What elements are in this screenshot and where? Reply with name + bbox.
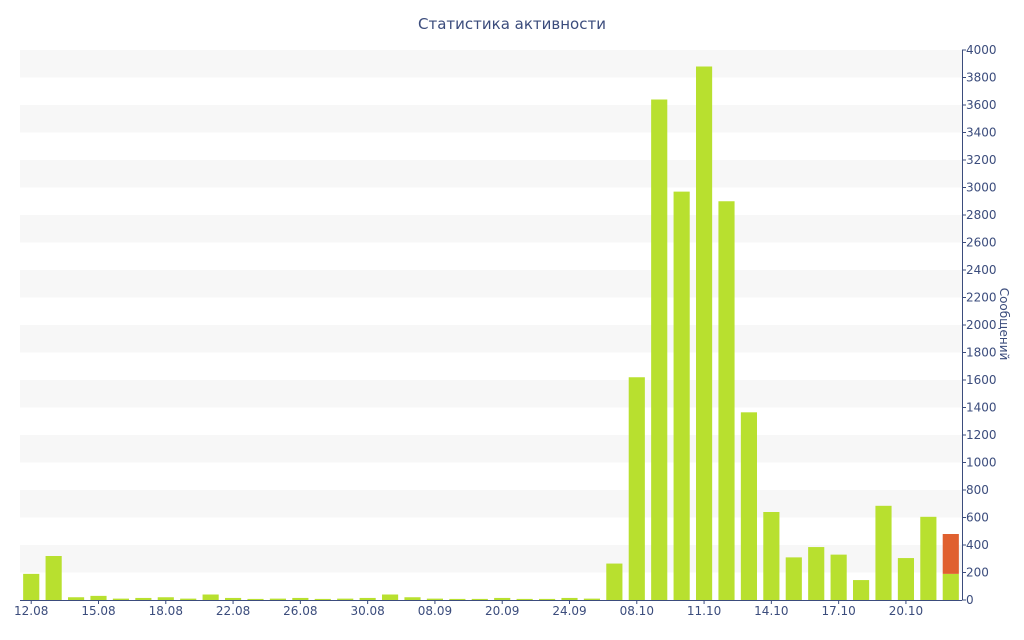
bar-22: [516, 598, 533, 600]
y-tick-label: 3000: [966, 181, 997, 195]
y-tick-label: 3600: [966, 98, 997, 112]
x-tick-label: 24.09: [552, 604, 586, 618]
bar-24: [561, 597, 578, 600]
bar-33: [763, 512, 780, 600]
bar-38: [875, 505, 892, 600]
bar-35: [808, 547, 825, 600]
grid-bands: [20, 50, 962, 573]
y-tick-label: 3400: [966, 126, 997, 140]
y-tick-label: 2800: [966, 208, 997, 222]
bar-10: [247, 598, 264, 600]
bar-41: [942, 573, 959, 600]
x-tick-label: 14.10: [754, 604, 788, 618]
bars: [23, 66, 959, 600]
bar-11: [269, 598, 287, 600]
y-tick-label: 800: [966, 483, 989, 497]
bar-1: [45, 556, 62, 600]
x-tick-label: 11.10: [687, 604, 721, 618]
bar-40: [920, 516, 937, 600]
x-tick-label: 22.08: [216, 604, 250, 618]
bar-20: [471, 598, 488, 600]
y-tick-label: 2000: [966, 318, 997, 332]
grid-band: [20, 490, 962, 518]
bar-6: [157, 597, 174, 600]
x-tick-label: 20.09: [485, 604, 519, 618]
x-tick-label: 30.08: [350, 604, 384, 618]
bar-25: [583, 598, 601, 600]
bar-4: [112, 598, 130, 600]
y-tick-label: 2200: [966, 291, 997, 305]
bar-19: [449, 598, 466, 600]
bar-0: [23, 573, 40, 600]
bar-8: [202, 594, 219, 600]
grid-band: [20, 270, 962, 298]
y-tick-label: 3800: [966, 71, 997, 85]
x-tick-labels: 12.08 15.08 18.08 22.08 26.08 30.08 08.09 20.09…: [14, 604, 923, 618]
x-tick-label: 26.08: [283, 604, 317, 618]
x-tick-label: 08.10: [620, 604, 654, 618]
bar-32: [740, 412, 758, 600]
grid-band: [20, 105, 962, 133]
bar-37: [852, 580, 870, 600]
bar-30: [695, 66, 713, 600]
bar-36: [830, 554, 847, 600]
grid-band: [20, 380, 962, 408]
y-tick-label: 3200: [966, 153, 997, 167]
bar-28: [651, 99, 668, 600]
grid-band: [20, 435, 962, 463]
y-tick-label: 0: [966, 593, 974, 607]
bar-23: [538, 598, 556, 600]
bar-34: [785, 557, 802, 600]
bar-15: [359, 597, 376, 600]
y-tick-label: 1000: [966, 456, 997, 470]
grid-band: [20, 215, 962, 243]
grid-band: [20, 160, 962, 188]
bar-14: [337, 598, 354, 600]
grid-band: [20, 545, 962, 573]
bar-2: [67, 597, 85, 600]
bar-18: [426, 598, 444, 600]
x-tick-label: 08.09: [418, 604, 452, 618]
bar-27: [628, 377, 645, 600]
bar-9: [224, 597, 242, 600]
x-tick-label: 18.08: [149, 604, 183, 618]
bar-12: [292, 597, 309, 600]
axes: [20, 49, 966, 604]
bar-13: [314, 598, 331, 600]
y-tick-label: 2400: [966, 263, 997, 277]
bar-5: [135, 597, 152, 600]
chart-title: Статистика активности: [418, 15, 606, 33]
x-tick-label: 20.10: [889, 604, 923, 618]
bar-31: [718, 201, 735, 600]
bar-17: [404, 597, 421, 600]
bar-41-s1: [942, 534, 959, 574]
bar-39: [897, 558, 915, 600]
bar-29: [673, 191, 690, 600]
y-tick-label: 1600: [966, 373, 997, 387]
y-tick-label: 200: [966, 566, 989, 580]
y-tick-label: 1200: [966, 428, 997, 442]
bar-3: [90, 595, 107, 600]
x-tick-label: 12.08: [14, 604, 48, 618]
grid-band: [20, 50, 962, 78]
y-axis-label: Сообщений: [997, 287, 1011, 361]
bar-7: [180, 598, 197, 600]
y-tick-label: 4000: [966, 43, 997, 57]
bar-26: [606, 563, 623, 600]
y-tick-labels: 0 200 400 600 800 1000 1200 1400 1600 1800 2000 220…: [966, 43, 997, 607]
y-tick-label: 1800: [966, 346, 997, 360]
x-tick-label: 15.08: [81, 604, 115, 618]
y-tick-label: 1400: [966, 401, 997, 415]
x-tick-label: 17.10: [821, 604, 855, 618]
y-tick-label: 400: [966, 538, 989, 552]
y-tick-label: 600: [966, 511, 989, 525]
grid-band: [20, 325, 962, 353]
bar-21: [494, 597, 511, 600]
y-tick-label: 2600: [966, 236, 997, 250]
bar-16: [381, 594, 399, 600]
